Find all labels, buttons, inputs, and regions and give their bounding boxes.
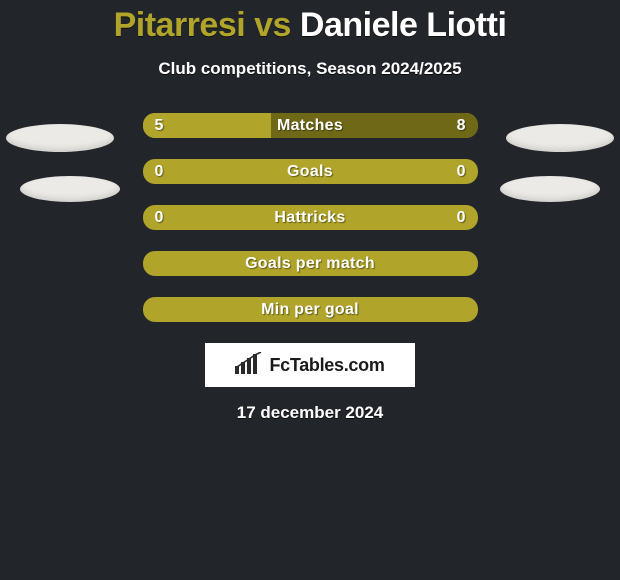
stat-value-right: 0 [457,209,466,227]
subtitle: Club competitions, Season 2024/2025 [0,59,620,79]
stat-value-right: 8 [457,117,466,135]
stat-row: 5 8 Matches [143,113,478,138]
brand-box: FcTables.com [205,343,415,387]
stat-row: Min per goal [143,297,478,322]
ellipse-decor [506,124,614,152]
ellipse-decor [6,124,114,152]
stat-rows: 5 8 Matches 0 0 Goals 0 0 Hattricks Goals per mat… [143,113,478,322]
ellipse-decor [20,176,120,202]
brand-text: FcTables.com [269,355,384,376]
stat-row: 0 0 Goals [143,159,478,184]
stat-label: Goals per match [245,255,375,273]
stat-value-right: 0 [457,163,466,181]
stat-label: Min per goal [261,301,359,319]
stat-value-left: 5 [155,117,164,135]
stat-label: Matches [277,117,343,135]
stat-row: Goals per match [143,251,478,276]
vs-word: vs [254,6,291,44]
brand-bars-icon [235,352,263,379]
stat-label: Hattricks [274,209,345,227]
stat-value-left: 0 [155,209,164,227]
infographic-date: 17 december 2024 [0,403,620,423]
player2-name: Daniele Liotti [300,6,506,44]
stat-row: 0 0 Hattricks [143,205,478,230]
page-title: Pitarresi vs Daniele Liotti [0,6,620,45]
player1-name: Pitarresi [114,6,246,44]
stat-value-left: 0 [155,163,164,181]
ellipse-decor [500,176,600,202]
infographic-root: Pitarresi vs Daniele Liotti Club competi… [0,0,620,580]
stat-label: Goals [287,163,333,181]
